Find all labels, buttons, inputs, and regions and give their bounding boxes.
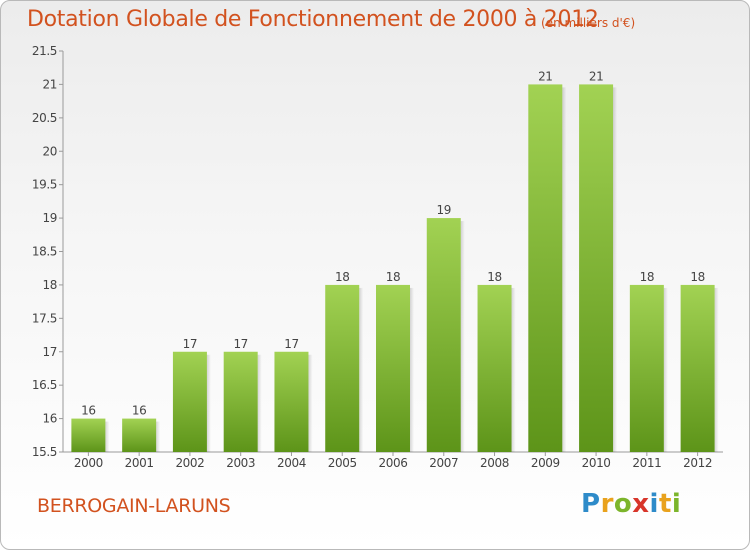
- bar-2002: [172, 351, 207, 452]
- y-tick-label: 20.5: [32, 111, 57, 125]
- bar-2009: [528, 84, 563, 453]
- y-tick-label: 18.5: [32, 245, 57, 259]
- y-tick-label: 19.5: [32, 178, 57, 192]
- commune-name: BERROGAIN-LARUNS: [37, 495, 231, 517]
- logo-letter: t: [658, 489, 672, 519]
- y-tick-label: 20: [43, 144, 57, 158]
- x-tick-label: 2005: [328, 456, 357, 470]
- bar-shadow: [206, 354, 211, 452]
- bar-value-label: 21: [589, 69, 603, 83]
- bar-value-label: 18: [335, 270, 349, 284]
- bar-2004: [274, 351, 309, 452]
- bar-value-label: 18: [690, 270, 704, 284]
- bar-2007: [426, 218, 461, 452]
- logo-letter: r: [600, 489, 614, 519]
- x-tick-label: 2006: [379, 456, 408, 470]
- bar-2001: [122, 418, 157, 452]
- y-tick-label: 19: [43, 211, 57, 225]
- x-tick-label: 2002: [175, 456, 204, 470]
- bar-value-label: 17: [183, 337, 197, 351]
- bar-2012: [680, 284, 715, 452]
- bar-shadow: [156, 421, 161, 452]
- y-tick-label: 16: [43, 412, 57, 426]
- logo-letter: i: [671, 489, 682, 519]
- bar-shadow: [359, 287, 364, 452]
- logo-letter: i: [649, 489, 659, 519]
- bar-shadow: [714, 287, 719, 452]
- x-tick-label: 2008: [480, 456, 509, 470]
- chart-units: (en milliers d'€): [541, 16, 636, 30]
- y-tick-label: 21: [43, 77, 57, 91]
- bar-shadow: [562, 87, 567, 453]
- bar-value-label: 18: [640, 270, 654, 284]
- bar-2010: [579, 84, 614, 453]
- bar-shadow: [308, 354, 313, 452]
- x-tick-label: 2009: [531, 456, 560, 470]
- x-tick-label: 2011: [632, 456, 661, 470]
- bar-shadow: [613, 87, 618, 453]
- y-tick-label: 21.5: [32, 44, 57, 58]
- bar-shadow: [511, 287, 516, 452]
- x-tick-label: 2004: [277, 456, 306, 470]
- bar-2006: [376, 284, 410, 452]
- bar-2011: [629, 284, 664, 452]
- chart-title: Dotation Globale de Fonctionnement de 20…: [27, 7, 599, 32]
- bar-value-label: 19: [437, 203, 451, 217]
- logo-letter: x: [632, 489, 650, 519]
- bar-value-label: 18: [386, 270, 400, 284]
- bar-2005: [325, 284, 360, 452]
- y-tick-label: 16.5: [32, 378, 57, 392]
- x-tick-label: 2010: [582, 456, 611, 470]
- bar-value-label: 16: [81, 404, 95, 418]
- bar-2003: [223, 351, 258, 452]
- bar-value-label: 17: [284, 337, 298, 351]
- bar-shadow: [105, 421, 110, 452]
- bar-2008: [477, 284, 512, 452]
- y-tick-label: 18: [43, 278, 57, 292]
- bar-shadow: [663, 287, 668, 452]
- bar-value-label: 16: [132, 404, 146, 418]
- bar-shadow: [257, 354, 262, 452]
- bar-2000: [71, 418, 106, 452]
- x-tick-label: 2001: [125, 456, 154, 470]
- y-tick-label: 15.5: [32, 445, 57, 459]
- y-tick-label: 17: [43, 345, 57, 359]
- x-tick-label: 2007: [429, 456, 458, 470]
- bar-value-label: 18: [487, 270, 501, 284]
- logo-letter: P: [581, 489, 601, 519]
- x-tick-label: 2003: [226, 456, 255, 470]
- bar-value-label: 21: [538, 69, 552, 83]
- x-tick-label: 2000: [74, 456, 103, 470]
- bar-shadow: [410, 287, 414, 452]
- y-tick-label: 17.5: [32, 311, 57, 325]
- bar-value-label: 17: [233, 337, 247, 351]
- bar-shadow: [460, 221, 465, 452]
- proxiti-logo: Proxiti: [581, 489, 681, 519]
- x-tick-label: 2012: [683, 456, 712, 470]
- logo-letter: o: [613, 489, 633, 519]
